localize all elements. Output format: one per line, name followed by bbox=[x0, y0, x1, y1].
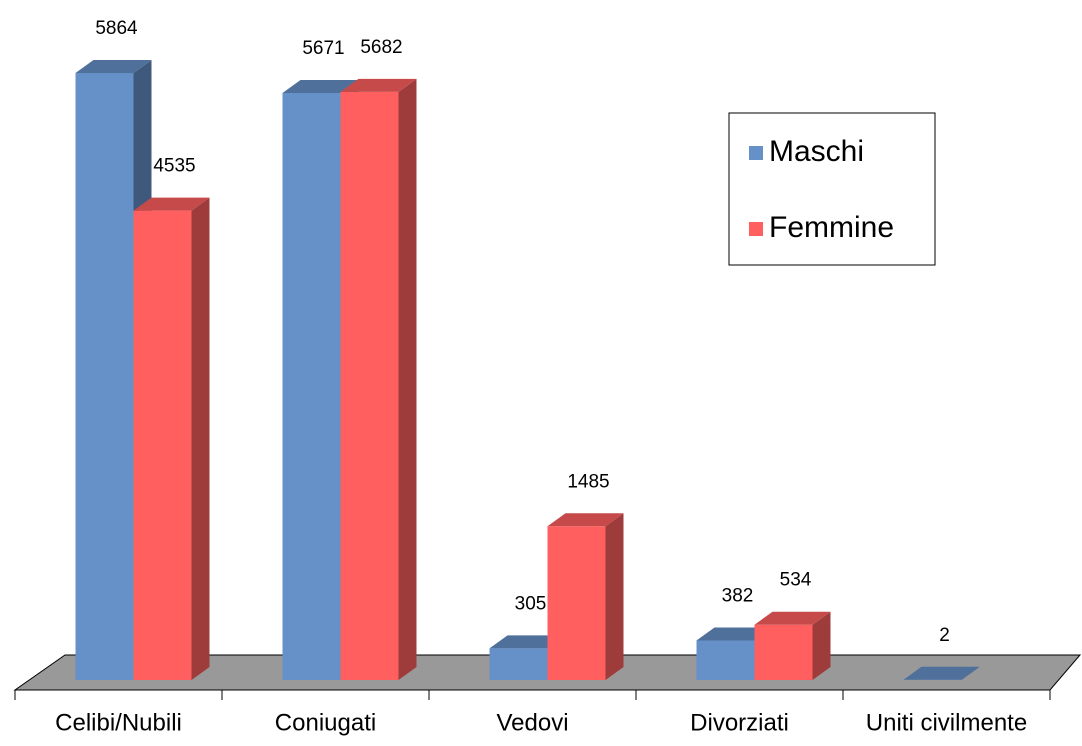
bar-face bbox=[398, 78, 417, 680]
x-tick-label: Uniti civilmente bbox=[866, 709, 1027, 736]
bar bbox=[133, 197, 210, 680]
bar-face bbox=[605, 513, 624, 680]
legend-label: Femmine bbox=[769, 211, 894, 244]
value-label: 534 bbox=[780, 570, 812, 591]
bar-face bbox=[282, 79, 359, 93]
bar-face bbox=[340, 78, 417, 92]
value-label: 1485 bbox=[567, 471, 609, 492]
value-label: 5682 bbox=[360, 37, 402, 58]
bar-face bbox=[547, 526, 606, 680]
value-label: 5864 bbox=[95, 18, 138, 39]
bar-face bbox=[961, 666, 980, 680]
value-label: 305 bbox=[515, 593, 547, 614]
bar-face bbox=[133, 210, 192, 680]
x-tick-label: Divorziati bbox=[690, 709, 789, 736]
x-tick-label: Coniugati bbox=[275, 709, 376, 736]
bar-face bbox=[903, 666, 980, 680]
bar-face bbox=[754, 624, 813, 680]
bar bbox=[903, 666, 980, 680]
bar-face bbox=[547, 513, 624, 527]
bar-face bbox=[489, 635, 566, 649]
bar-face bbox=[696, 627, 773, 641]
bar-face bbox=[340, 91, 399, 680]
value-label: 5671 bbox=[302, 38, 344, 59]
legend-swatch bbox=[749, 146, 763, 160]
legend-box bbox=[728, 112, 936, 266]
value-label: 4535 bbox=[153, 156, 195, 177]
x-tick-label: Vedovi bbox=[496, 709, 568, 736]
bar bbox=[754, 611, 831, 680]
bar-face bbox=[489, 648, 548, 680]
x-tick-label: Celibi/Nubili bbox=[55, 709, 182, 736]
bar-face bbox=[696, 640, 755, 680]
legend-label: Maschi bbox=[769, 135, 864, 168]
bar bbox=[547, 513, 624, 680]
bar-face bbox=[282, 92, 341, 680]
bar-face bbox=[191, 197, 210, 680]
value-label: 2 bbox=[939, 625, 950, 646]
bar-face bbox=[75, 60, 152, 73]
value-label: 382 bbox=[722, 585, 754, 606]
bar-face bbox=[133, 197, 210, 211]
bar-face bbox=[754, 611, 831, 625]
bar bbox=[340, 78, 417, 680]
legend-swatch bbox=[749, 222, 763, 236]
bar-face bbox=[812, 611, 831, 680]
bar-face bbox=[75, 73, 134, 680]
